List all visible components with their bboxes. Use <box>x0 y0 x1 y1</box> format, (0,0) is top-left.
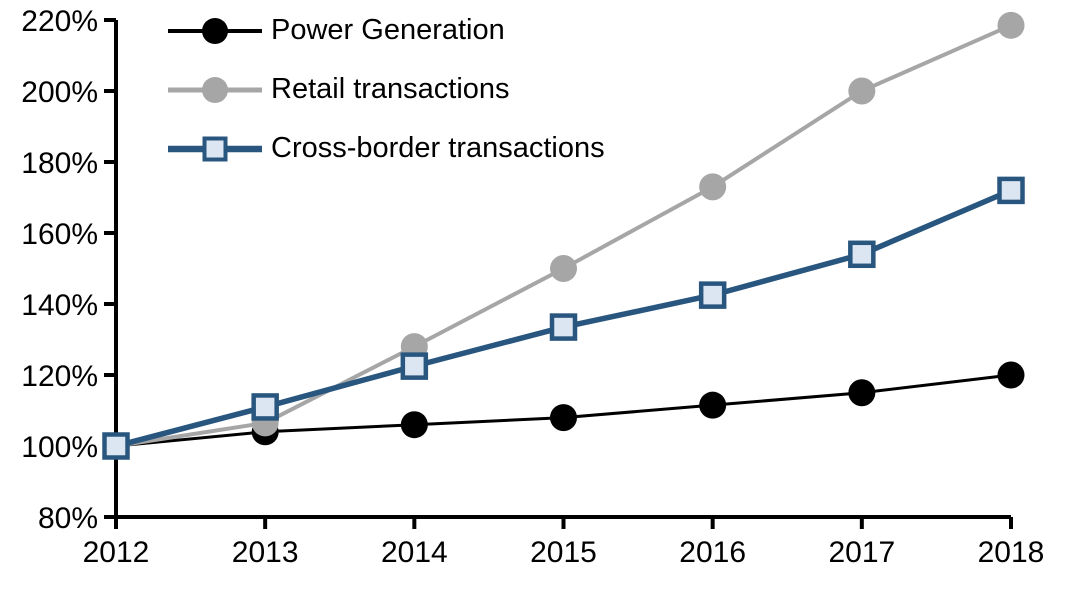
y-tick-label: 200% <box>21 76 98 109</box>
data-point-cross-border-transactions <box>997 176 1025 205</box>
legend-marker <box>202 76 228 103</box>
y-tick-label: 120% <box>21 360 98 393</box>
data-point-power-generation <box>400 411 428 439</box>
x-tick-label: 2012 <box>83 536 150 569</box>
x-tick-label: 2018 <box>978 536 1045 569</box>
y-tick-label: 80% <box>38 502 98 535</box>
legend-marker-retail-transactions-icon <box>168 76 262 103</box>
y-tick-label: 180% <box>21 147 98 180</box>
data-point-retail-transactions <box>550 255 577 282</box>
legend-item-power-generation: Power Generation <box>168 13 605 48</box>
data-point-cross-border-transactions <box>251 393 279 421</box>
data-point-cross-border-transactions <box>102 432 130 460</box>
y-tick-label: 100% <box>21 431 98 464</box>
data-point-power-generation <box>550 404 577 432</box>
legend-marker-power-generation-icon <box>168 17 262 44</box>
y-tick-label: 160% <box>21 218 98 251</box>
data-point-cross-border-transactions <box>549 313 578 341</box>
data-point-cross-border-transactions <box>848 240 876 269</box>
y-tick-label: 140% <box>21 289 98 322</box>
y-tick-label: 220% <box>21 5 98 38</box>
data-point-power-generation <box>699 391 727 419</box>
data-point-power-generation <box>997 361 1025 389</box>
x-tick-label: 2017 <box>828 536 895 569</box>
x-tick-label: 2016 <box>679 536 746 569</box>
legend-item-retail-transactions: Retail transactions <box>168 72 605 107</box>
data-point-retail-transactions <box>997 11 1025 39</box>
x-tick-label: 2014 <box>381 536 448 569</box>
legend-marker-cross-border-transactions-icon <box>168 136 262 161</box>
data-point-power-generation <box>848 379 876 407</box>
legend-label-cross-border-transactions: Cross-border transactions <box>271 132 605 164</box>
data-point-retail-transactions <box>848 77 876 105</box>
data-point-retail-transactions <box>699 173 727 201</box>
x-tick-label: 2015 <box>530 536 597 569</box>
data-point-cross-border-transactions <box>400 352 429 380</box>
chart-legend: Power Generation Retail transactions Cro… <box>168 13 605 166</box>
legend-marker <box>202 136 228 161</box>
x-tick-label: 2013 <box>232 536 299 569</box>
data-point-cross-border-transactions <box>698 281 727 309</box>
legend-label-retail-transactions: Retail transactions <box>271 73 510 105</box>
legend-marker <box>202 17 228 44</box>
legend-item-cross-border-transactions: Cross-border transactions <box>168 131 605 166</box>
legend-label-power-generation: Power Generation <box>271 14 505 46</box>
